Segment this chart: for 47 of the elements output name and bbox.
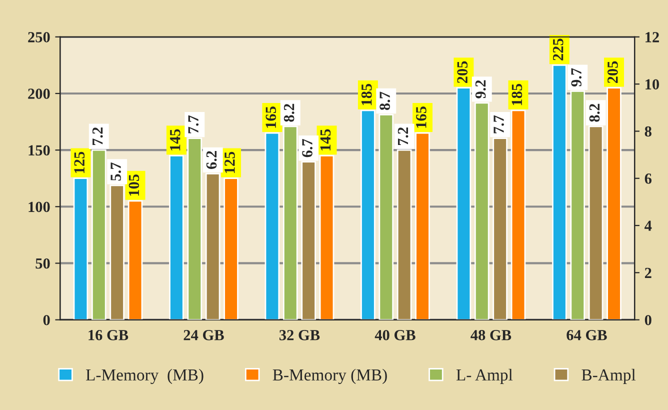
data-label: 145 xyxy=(320,129,331,150)
x-tick-label: 16 GB xyxy=(88,330,128,340)
data-label: 125 xyxy=(224,152,235,173)
data-label: 7.7 xyxy=(188,115,199,134)
y-tick-label: 200 xyxy=(28,88,50,99)
data-label: 125 xyxy=(74,152,85,173)
data-label: 5.7 xyxy=(110,162,121,181)
data-label: 185 xyxy=(361,84,372,106)
data-label: 205 xyxy=(457,61,468,84)
y2-tick-label: 0 xyxy=(644,314,652,326)
legend-label: B-Memory (MB) xyxy=(272,368,387,384)
data-label: 9.7 xyxy=(571,68,582,87)
y-tick-label: 0 xyxy=(43,314,50,326)
legend-label: L-Memory (MB) xyxy=(86,368,204,384)
y-tick-label: 150 xyxy=(28,145,50,156)
y2-tick-label: 6 xyxy=(644,174,652,184)
x-tick-label: 64 GB xyxy=(566,330,607,340)
data-label: 7.2 xyxy=(92,127,103,146)
y2-tick-label: 4 xyxy=(644,220,652,231)
x-tick-label: 48 GB xyxy=(470,330,512,340)
y2-tick-label: 10 xyxy=(646,79,660,90)
legend-label: L- Ampl xyxy=(456,368,513,384)
data-label: 6.2 xyxy=(206,151,217,169)
y-tick-label: 250 xyxy=(28,32,50,42)
legend-label: B-Ampl xyxy=(582,368,636,384)
data-label: 8.2 xyxy=(284,104,294,122)
data-label: 205 xyxy=(608,61,618,84)
x-tick-label: 40 GB xyxy=(374,330,416,340)
data-label: 105 xyxy=(128,174,140,196)
data-label: 7.2 xyxy=(398,127,408,146)
y2-tick-label: 8 xyxy=(644,126,652,137)
data-label: 145 xyxy=(170,129,180,150)
x-tick-label: 24 GB xyxy=(184,330,224,340)
data-label: 225 xyxy=(552,38,564,60)
y2-tick-label: 12 xyxy=(646,32,659,42)
x-tick-label: 32 GB xyxy=(279,330,320,340)
data-label: 8.2 xyxy=(589,104,600,122)
y-tick-label: 50 xyxy=(36,258,50,269)
y2-tick-label: 2 xyxy=(644,268,652,278)
data-label: 165 xyxy=(416,106,426,128)
data-label: 165 xyxy=(266,106,276,128)
data-label: 185 xyxy=(512,84,522,106)
data-label: 7.7 xyxy=(494,115,504,134)
data-label: 9.2 xyxy=(475,80,486,98)
data-label: 8.7 xyxy=(380,92,390,110)
data-label: 6.7 xyxy=(302,138,312,158)
y-tick-label: 100 xyxy=(28,202,50,212)
